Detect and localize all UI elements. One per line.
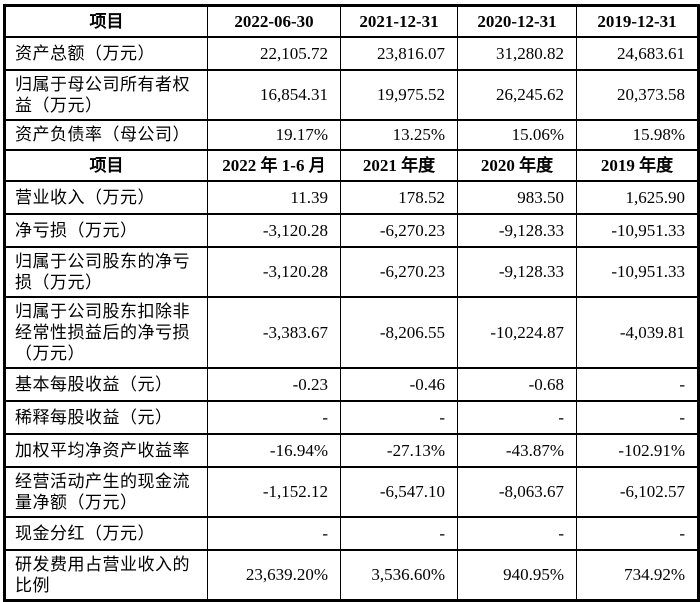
table-row-net-loss: 净亏损（万元） -3,120.28 -6,270.23 -9,128.33 -1…: [4, 212, 699, 248]
cell-value: -: [576, 399, 699, 435]
cell-value: 13.25%: [340, 118, 458, 151]
cell-value: -: [340, 515, 458, 551]
cell-value: -8,063.67: [457, 465, 577, 518]
cell-value: 20,373.58: [576, 68, 699, 121]
cell-value: 11.39: [207, 179, 341, 215]
table-row-operating-cash-flow: 经营活动产生的现金流量净额（万元） -1,152.12 -6,547.10 -8…: [4, 465, 699, 518]
cell-value: -1,152.12: [207, 465, 341, 518]
cell-value: -27.13%: [340, 432, 458, 468]
cell-value: 23,639.20%: [207, 548, 341, 601]
cell-value: 983.50: [457, 179, 577, 215]
cell-value: 15.06%: [457, 118, 577, 151]
income-header-row: 项目 2022 年 1-6 月 2021 年度 2020 年度 2019 年度: [4, 148, 699, 182]
cell-value: 1,625.90: [576, 179, 699, 215]
cell-value: 19,975.52: [340, 68, 458, 121]
column-header-period-2019: 2019 年度: [576, 148, 699, 182]
cell-value: 26,245.62: [457, 68, 577, 121]
financial-summary-page: 项目 2022-06-30 2021-12-31 2020-12-31 2019…: [3, 4, 700, 602]
cell-value: -10,224.87: [457, 295, 577, 369]
cell-value: -8,206.55: [340, 295, 458, 369]
cell-value: 178.52: [340, 179, 458, 215]
table-row-diluted-eps: 稀释每股收益（元） - - - -: [4, 399, 699, 435]
column-header-date-2020: 2020-12-31: [457, 4, 577, 38]
cell-value: 3,536.60%: [340, 548, 458, 601]
cell-value: -0.46: [340, 366, 458, 402]
cell-value: -6,270.23: [340, 245, 458, 298]
cell-value: -3,383.67: [207, 295, 341, 369]
column-header-date-2021: 2021-12-31: [340, 4, 458, 38]
row-label: 资产负债率（母公司）: [4, 118, 208, 151]
cell-value: 19.17%: [207, 118, 341, 151]
cell-value: 15.98%: [576, 118, 699, 151]
table-row-parent-equity: 归属于母公司所有者权益（万元） 16,854.31 19,975.52 26,2…: [4, 68, 699, 121]
row-label: 现金分红（万元）: [4, 515, 208, 551]
cell-value: -: [576, 366, 699, 402]
balance-header-row: 项目 2022-06-30 2021-12-31 2020-12-31 2019…: [4, 4, 699, 38]
cell-value: -10,951.33: [576, 245, 699, 298]
cell-value: -102.91%: [576, 432, 699, 468]
cell-value: -6,270.23: [340, 212, 458, 248]
cell-value: -10,951.33: [576, 212, 699, 248]
column-header-period-2020: 2020 年度: [457, 148, 577, 182]
row-label: 净亏损（万元）: [4, 212, 208, 248]
table-row-basic-eps: 基本每股收益（元） -0.23 -0.46 -0.68 -: [4, 366, 699, 402]
cell-value: 22,105.72: [207, 35, 341, 71]
row-label: 经营活动产生的现金流量净额（万元）: [4, 465, 208, 518]
row-label: 归属于公司股东扣除非经常性损益后的净亏损（万元）: [4, 295, 208, 369]
cell-value: -: [207, 515, 341, 551]
cell-value: -3,120.28: [207, 245, 341, 298]
column-header-item: 项目: [4, 148, 208, 182]
cell-value: 16,854.31: [207, 68, 341, 121]
cell-value: -9,128.33: [457, 212, 577, 248]
cell-value: -0.68: [457, 366, 577, 402]
cell-value: -6,547.10: [340, 465, 458, 518]
row-label: 稀释每股收益（元）: [4, 399, 208, 435]
table-row-rd-expense-ratio: 研发费用占营业收入的比例 23,639.20% 3,536.60% 940.95…: [4, 548, 699, 601]
row-label: 基本每股收益（元）: [4, 366, 208, 402]
cell-value: -: [457, 515, 577, 551]
cell-value: -4,039.81: [576, 295, 699, 369]
column-header-date-2019: 2019-12-31: [576, 4, 699, 38]
table-row-total-assets: 资产总额（万元） 22,105.72 23,816.07 31,280.82 2…: [4, 35, 699, 71]
cell-value: 940.95%: [457, 548, 577, 601]
row-label: 资产总额（万元）: [4, 35, 208, 71]
table-row-non-recurring-net-loss: 归属于公司股东扣除非经常性损益后的净亏损（万元） -3,383.67 -8,20…: [4, 295, 699, 369]
table-row-shareholder-net-loss: 归属于公司股东的净亏损（万元） -3,120.28 -6,270.23 -9,1…: [4, 245, 699, 298]
cell-value: -6,102.57: [576, 465, 699, 518]
cell-value: 23,816.07: [340, 35, 458, 71]
row-label: 归属于公司股东的净亏损（万元）: [4, 245, 208, 298]
cell-value: -3,120.28: [207, 212, 341, 248]
cell-value: -9,128.33: [457, 245, 577, 298]
cell-value: -43.87%: [457, 432, 577, 468]
table-row-revenue: 营业收入（万元） 11.39 178.52 983.50 1,625.90: [4, 179, 699, 215]
cell-value: 734.92%: [576, 548, 699, 601]
table-row-debt-ratio: 资产负债率（母公司） 19.17% 13.25% 15.06% 15.98%: [4, 118, 699, 151]
cell-value: -: [207, 399, 341, 435]
row-label: 研发费用占营业收入的比例: [4, 548, 208, 601]
row-label: 加权平均净资产收益率: [4, 432, 208, 468]
table-row-weighted-roe: 加权平均净资产收益率 -16.94% -27.13% -43.87% -102.…: [4, 432, 699, 468]
cell-value: -0.23: [207, 366, 341, 402]
column-header-period-2021: 2021 年度: [340, 148, 458, 182]
column-header-period-2022: 2022 年 1-6 月: [207, 148, 341, 182]
table-row-cash-dividend: 现金分红（万元） - - - -: [4, 515, 699, 551]
cell-value: -: [340, 399, 458, 435]
column-header-item: 项目: [4, 4, 208, 38]
cell-value: -: [457, 399, 577, 435]
cell-value: -16.94%: [207, 432, 341, 468]
cell-value: -: [576, 515, 699, 551]
row-label: 归属于母公司所有者权益（万元）: [4, 68, 208, 121]
financial-summary-table: 项目 2022-06-30 2021-12-31 2020-12-31 2019…: [3, 4, 700, 602]
cell-value: 24,683.61: [576, 35, 699, 71]
column-header-date-2022: 2022-06-30: [207, 4, 341, 38]
cell-value: 31,280.82: [457, 35, 577, 71]
row-label: 营业收入（万元）: [4, 179, 208, 215]
